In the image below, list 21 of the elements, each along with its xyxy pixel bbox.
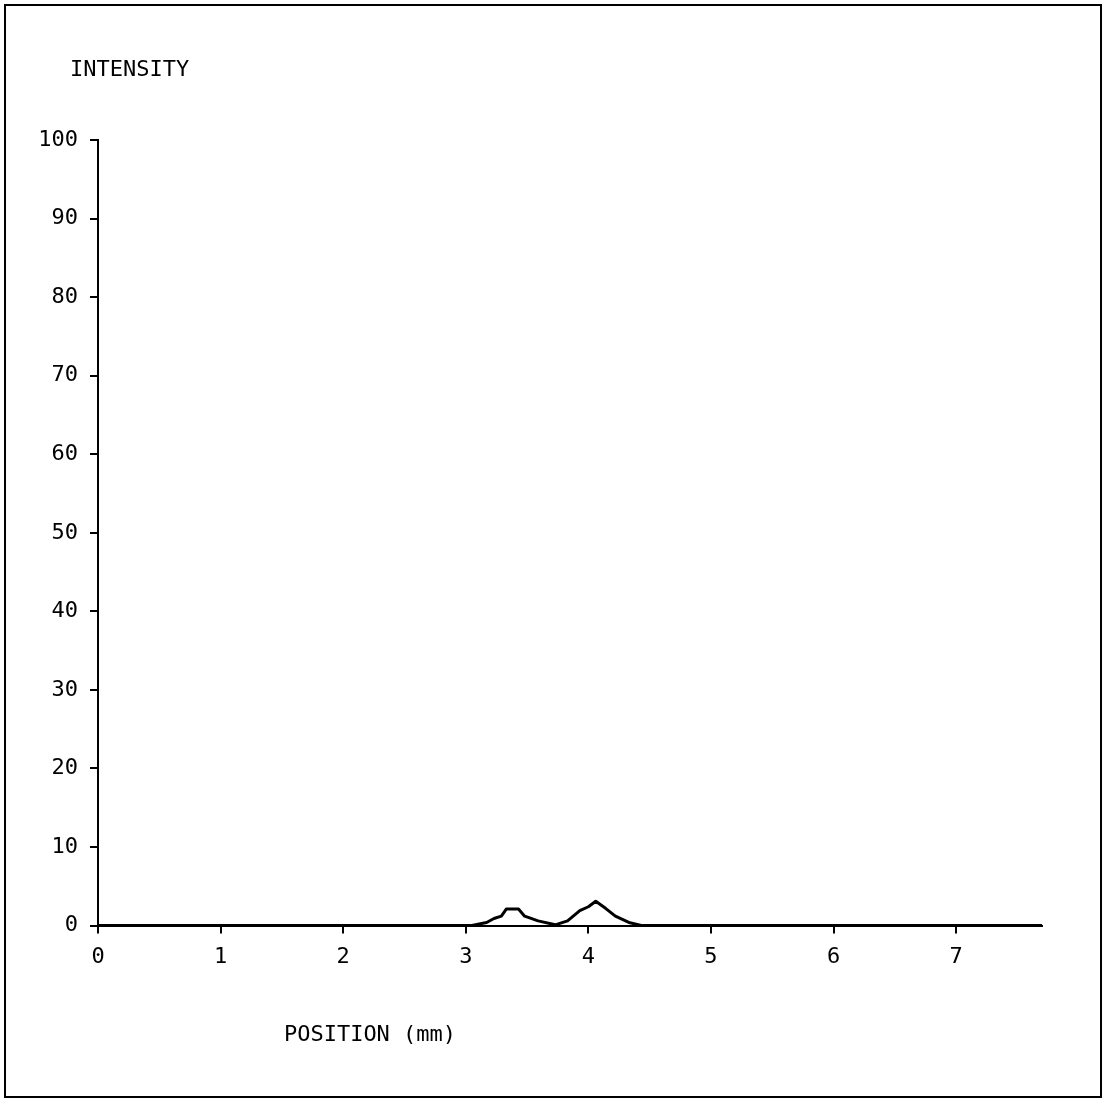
y-tick-label: 100 [38, 125, 78, 151]
y-tick-label: 0 [64, 911, 78, 937]
y-tick-label: 80 [51, 282, 78, 308]
y-tick-label: 50 [51, 518, 78, 544]
x-tick-label: 3 [459, 942, 473, 968]
y-axis-title: INTENSITY [70, 55, 190, 81]
x-tick-label: 4 [581, 942, 596, 968]
y-tick-label: 90 [51, 204, 78, 230]
x-tick-label: 1 [213, 942, 228, 968]
y-tick-label: 70 [51, 361, 78, 387]
x-tick-label: 2 [336, 942, 350, 968]
y-tick-label: 30 [51, 675, 78, 701]
y-tick-label: 20 [51, 754, 78, 780]
x-tick-label: 7 [949, 942, 963, 968]
y-tick-label: 40 [51, 597, 78, 623]
y-tick-label: 60 [51, 439, 78, 465]
x-tick-label: 5 [704, 942, 718, 968]
x-tick-label: 0 [91, 942, 105, 968]
x-tick-label: 6 [826, 942, 841, 968]
x-axis-title: POSITION (mm) [283, 1021, 457, 1047]
y-tick-label: 10 [51, 832, 78, 858]
